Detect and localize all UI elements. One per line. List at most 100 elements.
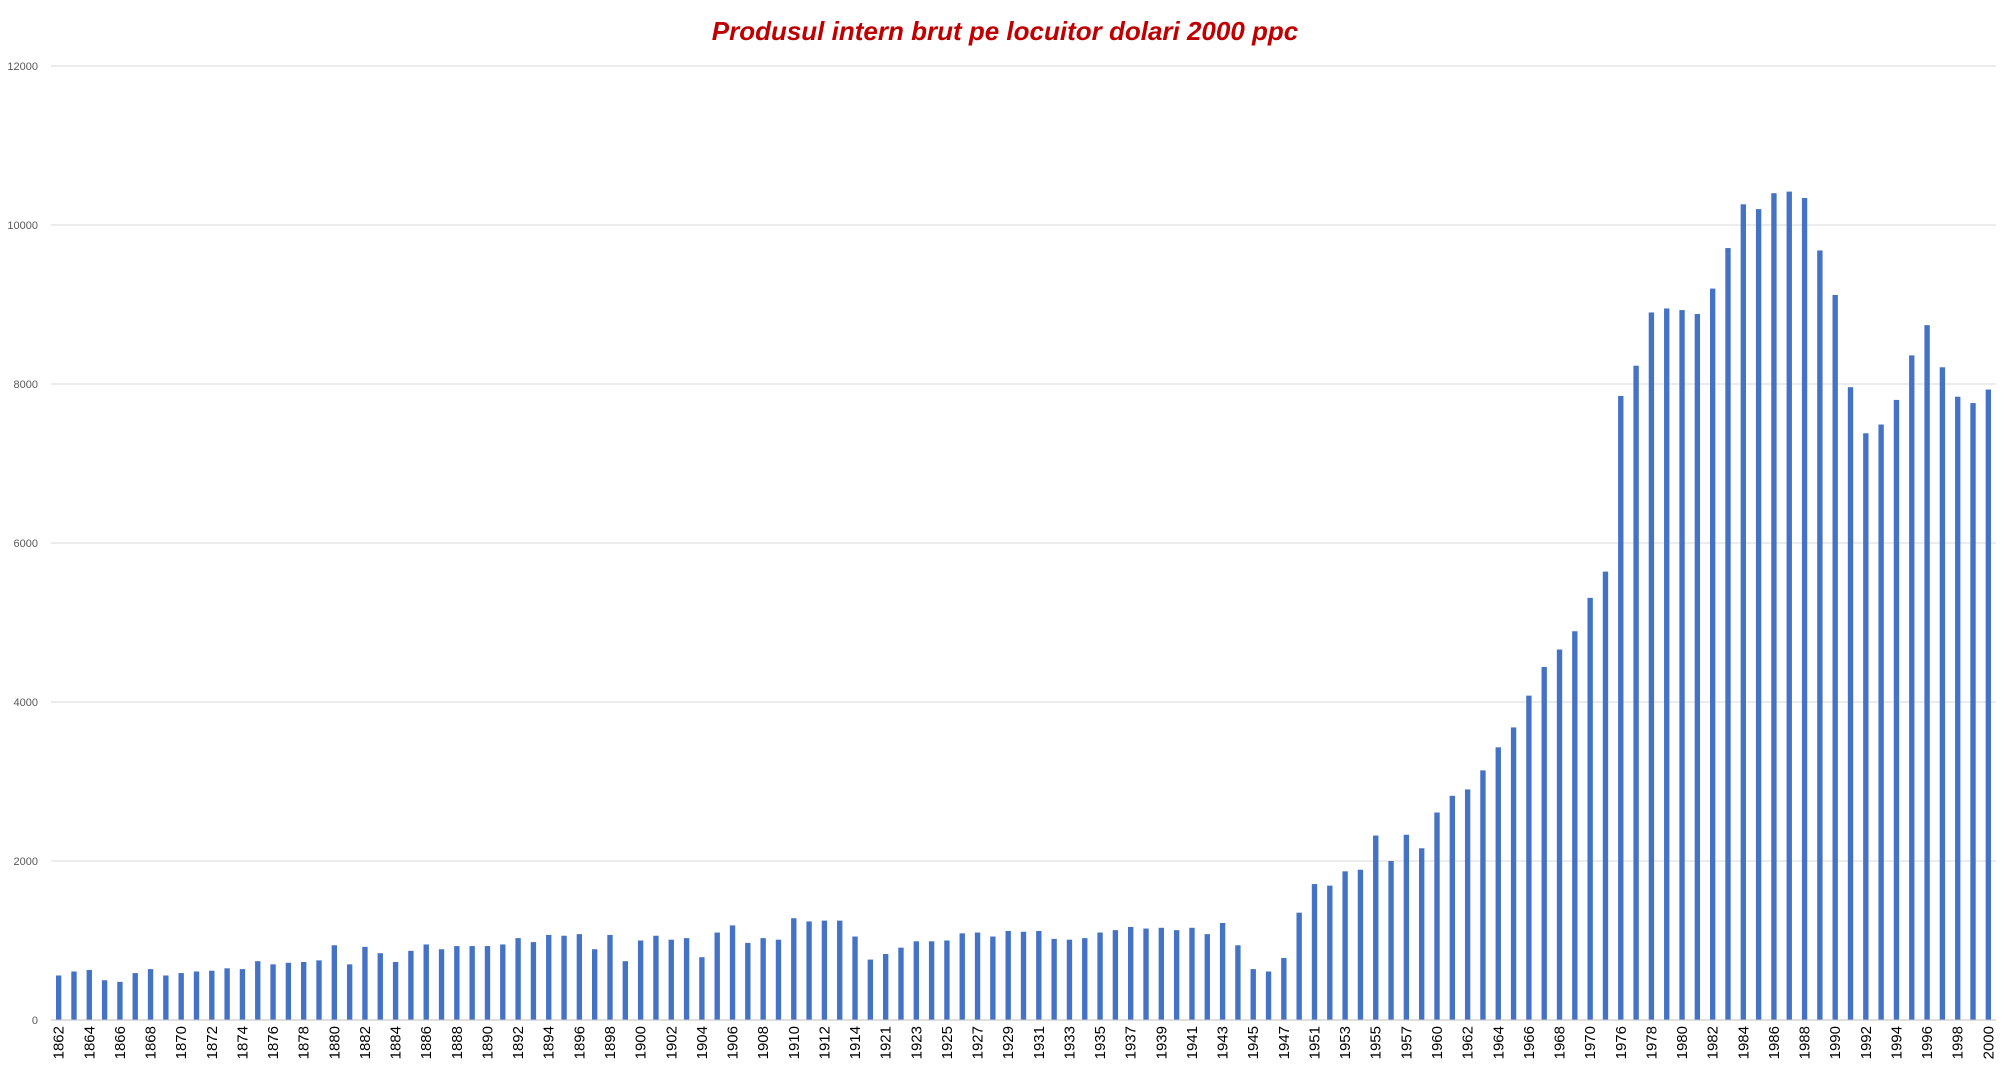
x-tick-label: 2000 bbox=[1980, 1026, 1997, 1059]
bar bbox=[913, 941, 919, 1020]
bar bbox=[806, 921, 812, 1020]
x-tick-label: 1982 bbox=[1705, 1026, 1722, 1059]
y-tick-label: 6000 bbox=[14, 538, 38, 550]
bar bbox=[1434, 812, 1440, 1020]
x-tick-label: 1890 bbox=[479, 1026, 496, 1059]
x-tick-label: 1927 bbox=[970, 1026, 987, 1059]
bar bbox=[592, 949, 598, 1020]
x-tick-label: 1994 bbox=[1888, 1026, 1905, 1059]
bar bbox=[1740, 204, 1746, 1020]
bar bbox=[163, 975, 169, 1020]
bar bbox=[1709, 288, 1716, 1021]
bar bbox=[1755, 209, 1762, 1021]
y-tick-label: 2000 bbox=[14, 856, 38, 868]
bar bbox=[193, 971, 200, 1020]
x-tick-label: 1886 bbox=[418, 1026, 435, 1059]
bar bbox=[1357, 869, 1364, 1020]
bar bbox=[1664, 308, 1670, 1021]
x-tick-label: 1892 bbox=[510, 1026, 527, 1059]
bar bbox=[1526, 695, 1532, 1020]
x-tick-label: 1941 bbox=[1184, 1026, 1201, 1059]
x-tick-label: 1951 bbox=[1306, 1026, 1323, 1059]
bar bbox=[270, 964, 276, 1020]
x-tick-label: 1931 bbox=[1031, 1026, 1048, 1059]
x-tick-label: 1876 bbox=[265, 1026, 282, 1059]
bar bbox=[1863, 433, 1869, 1020]
bar bbox=[346, 964, 353, 1020]
bar bbox=[1510, 727, 1517, 1020]
y-tick-label: 4000 bbox=[14, 697, 38, 709]
bar bbox=[1847, 387, 1854, 1020]
x-tick-label: 1914 bbox=[847, 1026, 864, 1059]
bar bbox=[683, 938, 690, 1020]
x-tick-label: 1882 bbox=[357, 1026, 374, 1059]
x-tick-label: 1980 bbox=[1674, 1026, 1691, 1059]
bar bbox=[1128, 926, 1134, 1020]
x-tick-label: 1896 bbox=[571, 1026, 588, 1059]
bar bbox=[729, 925, 736, 1020]
x-tick-label: 1862 bbox=[51, 1026, 68, 1059]
bar bbox=[714, 932, 720, 1020]
bar bbox=[1495, 747, 1501, 1020]
x-tick-label: 1955 bbox=[1368, 1026, 1385, 1059]
bar bbox=[1204, 934, 1210, 1020]
bar bbox=[1602, 571, 1609, 1020]
bar bbox=[1250, 969, 1256, 1020]
x-tick-label: 1998 bbox=[1950, 1026, 1967, 1059]
bar bbox=[1786, 191, 1792, 1021]
bar bbox=[1648, 312, 1655, 1020]
x-tick-label: 1874 bbox=[234, 1026, 251, 1059]
bar bbox=[1633, 365, 1639, 1021]
x-tick-label: 1900 bbox=[633, 1026, 650, 1059]
bar bbox=[1373, 835, 1379, 1020]
bar bbox=[255, 961, 261, 1020]
bar bbox=[1955, 396, 1961, 1021]
x-tick-label: 1992 bbox=[1858, 1026, 1875, 1059]
x-tick-label: 1947 bbox=[1276, 1026, 1293, 1059]
chart-title: Produsul intern brut pe locuitor dolari … bbox=[712, 16, 1299, 46]
bar bbox=[1541, 667, 1547, 1020]
x-tick-label: 1872 bbox=[204, 1026, 221, 1059]
bar bbox=[209, 970, 215, 1020]
bar bbox=[1909, 355, 1915, 1020]
bar bbox=[637, 940, 644, 1020]
bar bbox=[1020, 931, 1027, 1020]
bar bbox=[530, 942, 537, 1020]
x-tick-label: 1868 bbox=[143, 1026, 160, 1059]
bar bbox=[1587, 597, 1593, 1020]
bar bbox=[86, 969, 92, 1020]
bar bbox=[1143, 928, 1149, 1020]
bar bbox=[1618, 395, 1624, 1020]
bar bbox=[1158, 927, 1165, 1020]
bar bbox=[1449, 795, 1455, 1020]
x-tick-label: 1933 bbox=[1061, 1026, 1078, 1059]
bar bbox=[117, 981, 123, 1020]
bar bbox=[1112, 930, 1119, 1020]
bar bbox=[1893, 399, 1900, 1020]
bar bbox=[1296, 912, 1302, 1020]
bar bbox=[1388, 861, 1394, 1020]
bar bbox=[852, 936, 858, 1020]
bar bbox=[1679, 310, 1685, 1020]
x-tick-label: 1908 bbox=[755, 1026, 772, 1059]
x-tick-label: 1878 bbox=[296, 1026, 313, 1059]
x-tick-label: 1864 bbox=[81, 1026, 98, 1059]
bar bbox=[484, 946, 491, 1020]
x-tick-label: 1929 bbox=[1000, 1026, 1017, 1059]
bar bbox=[1005, 930, 1011, 1020]
x-axis-ticks: 1862 1864 1866 1868 1870 1872 1874 1876 1878 1880… bbox=[51, 1026, 1998, 1059]
bar bbox=[1219, 923, 1226, 1020]
bar bbox=[301, 961, 307, 1020]
x-tick-label: 1898 bbox=[602, 1026, 619, 1059]
bar bbox=[454, 946, 460, 1020]
bar bbox=[362, 946, 368, 1020]
bar bbox=[1464, 789, 1471, 1020]
bar bbox=[1817, 250, 1823, 1020]
bar bbox=[408, 950, 414, 1020]
bar bbox=[668, 939, 674, 1020]
y-tick-label: 10000 bbox=[7, 220, 38, 232]
bar bbox=[944, 940, 950, 1020]
bar bbox=[898, 947, 904, 1020]
x-tick-label: 1966 bbox=[1521, 1026, 1538, 1059]
x-tick-label: 1884 bbox=[388, 1026, 405, 1059]
